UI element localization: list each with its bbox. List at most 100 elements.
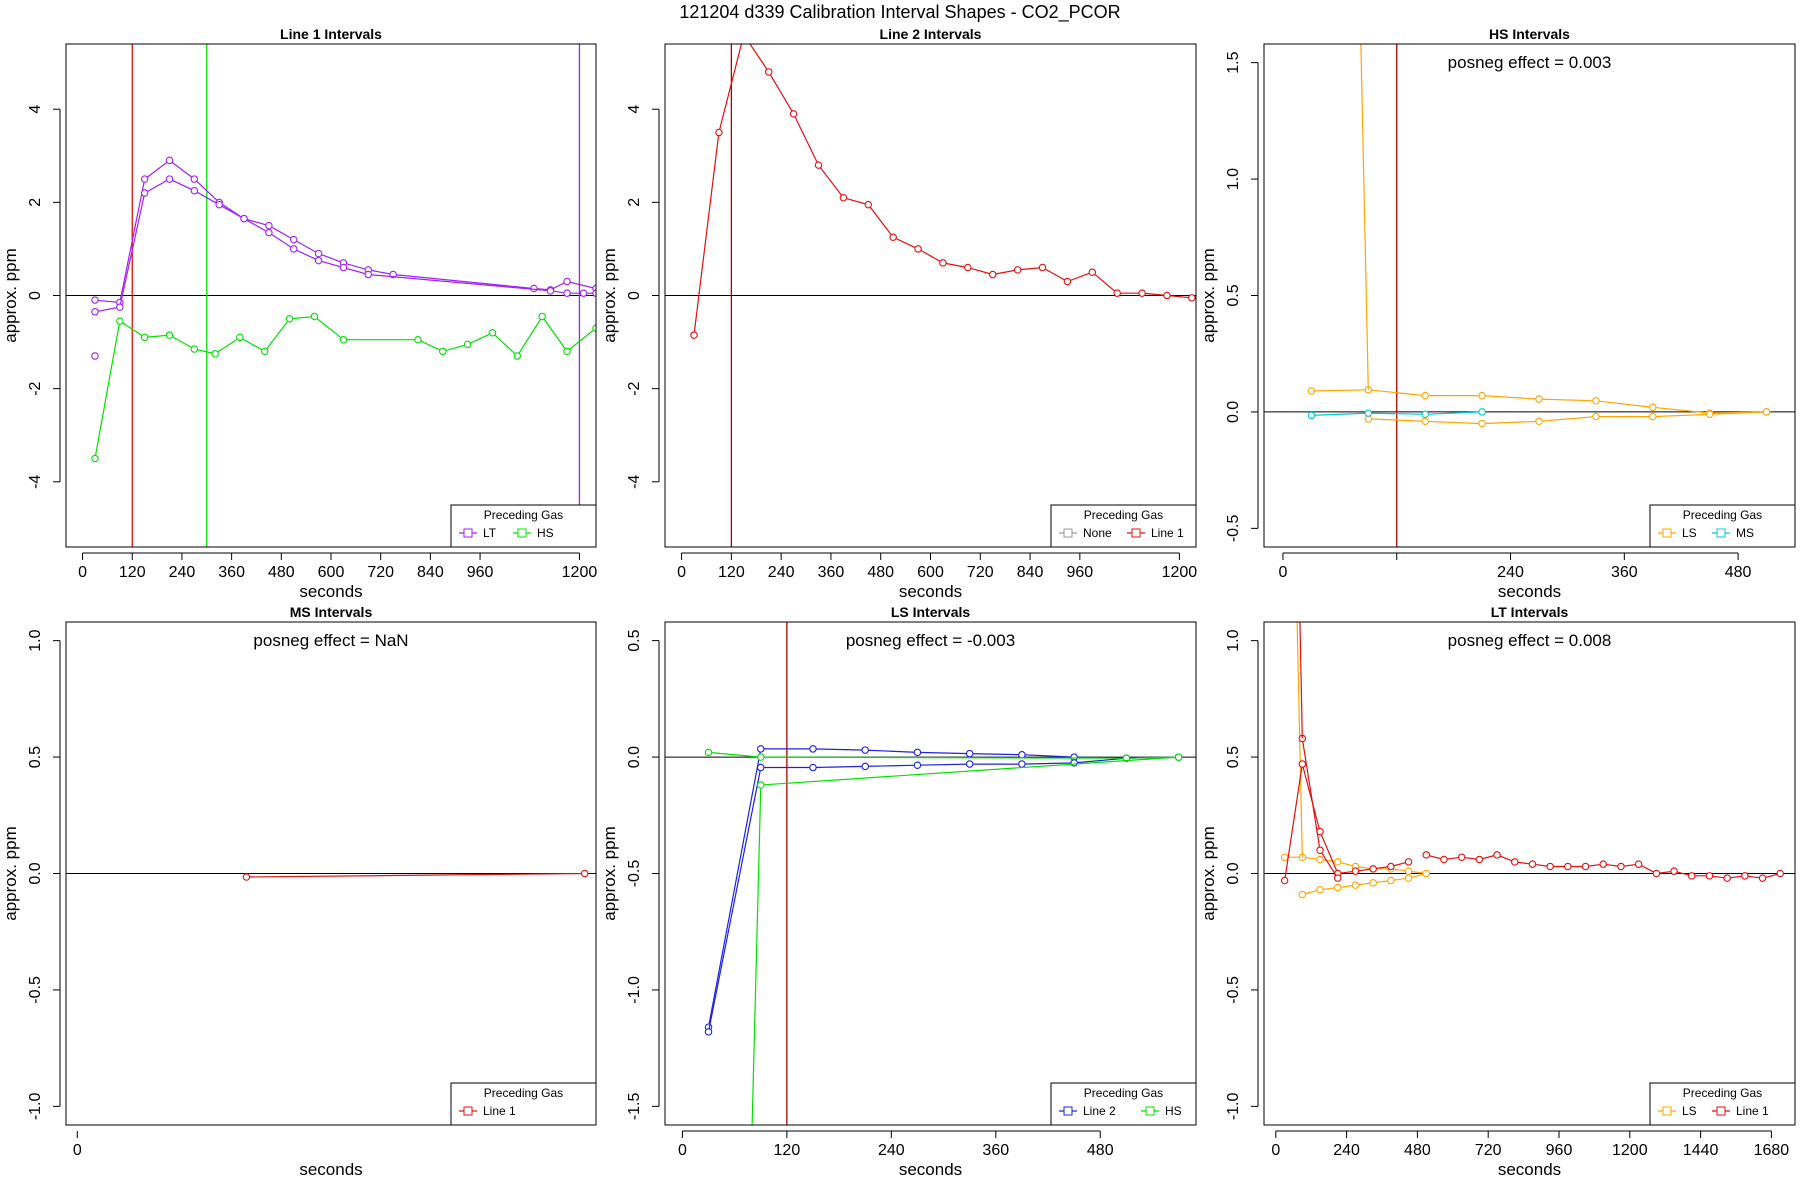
x-tick-label: 0 (677, 564, 686, 581)
y-tick-label: 0 (626, 291, 643, 300)
y-axis-label: approx. ppm (1199, 248, 1218, 343)
data-point (1174, 753, 1183, 761)
plot-frame (65, 621, 597, 1126)
data-point (1511, 858, 1519, 866)
legend-entry-label: Line 2 (1083, 1104, 1116, 1118)
data-point (1307, 411, 1316, 420)
data-point (1535, 395, 1543, 403)
y-tick-label: 0.5 (1225, 746, 1242, 768)
data-point (1688, 872, 1696, 880)
series-line-ls (1296, 622, 1303, 858)
data-point (1013, 266, 1022, 274)
x-tick-label: 1200 (562, 564, 598, 581)
data-point (1528, 860, 1537, 868)
chart-title: LS Intervals (891, 604, 971, 620)
y-tick-label: 2 (27, 198, 44, 207)
data-point (1564, 862, 1572, 871)
y-axis-label: approx. ppm (600, 248, 619, 343)
legend-swatch-marker (463, 1106, 473, 1116)
posneg-annotation: posneg effect = 0.003 (1448, 53, 1612, 72)
data-point (809, 763, 817, 772)
x-axis-label: seconds (1498, 1160, 1561, 1179)
legend-swatch-marker (1063, 1106, 1073, 1116)
plot-area-hs (1307, 44, 1771, 547)
y-tick-label: -0.5 (626, 860, 643, 888)
data-point (289, 245, 298, 253)
data-point (1018, 750, 1026, 759)
data-point (1581, 862, 1590, 871)
data-point (1351, 867, 1360, 875)
data-point (757, 763, 765, 772)
data-point (1364, 409, 1373, 417)
chart-title: Line 2 Intervals (880, 26, 982, 42)
data-point (1280, 876, 1289, 885)
data-point (1649, 403, 1657, 412)
x-tick-label: 840 (417, 564, 444, 581)
data-point (1369, 879, 1377, 887)
y-tick-label: 0.0 (1225, 401, 1242, 423)
legend-swatch-marker (1662, 1106, 1672, 1116)
data-point (1478, 408, 1486, 416)
legend-entry-label: HS (537, 526, 554, 540)
data-point (809, 745, 817, 753)
plot-area-lt (1280, 622, 1785, 899)
x-axis-label: seconds (899, 582, 962, 601)
data-point (1649, 412, 1657, 421)
x-tick-label: 1440 (1683, 1142, 1719, 1159)
legend-entry-label: None (1083, 526, 1112, 540)
data-point (339, 335, 348, 344)
data-point (364, 270, 373, 279)
data-point (1334, 858, 1342, 866)
legend-title: Preceding Gas (484, 508, 563, 522)
x-tick-label: 240 (768, 564, 795, 581)
data-point (116, 317, 124, 325)
legend-title: Preceding Gas (1084, 1086, 1163, 1100)
data-point (1018, 760, 1026, 768)
y-tick-label: 0.0 (27, 862, 44, 884)
x-tick-label: 360 (982, 1142, 1009, 1159)
data-point (1334, 883, 1342, 892)
x-tick-label: 480 (1725, 564, 1752, 581)
data-point (1776, 869, 1785, 878)
legend-box (450, 1082, 597, 1126)
data-point (211, 349, 219, 358)
plot-frame (1263, 621, 1796, 1126)
data-point (1705, 410, 1714, 419)
chart-title: LT Intervals (1491, 604, 1569, 620)
data-point (285, 315, 294, 323)
legend: Preceding Gas LS MS (1649, 504, 1796, 548)
posneg-annotation: posneg effect = 0.008 (1448, 631, 1612, 650)
plot-frame (65, 43, 597, 548)
data-point (580, 869, 589, 878)
data-point (1741, 872, 1749, 880)
chart-title: HS Intervals (1489, 26, 1570, 42)
legend-swatch-marker (1662, 528, 1672, 538)
data-point (889, 233, 897, 242)
data-point (913, 761, 922, 769)
legend-box (1649, 1082, 1796, 1126)
y-tick-label: -0.5 (27, 976, 44, 1004)
data-point (91, 308, 99, 316)
legend-title: Preceding Gas (484, 1086, 563, 1100)
x-tick-label: 720 (967, 564, 994, 581)
data-point (314, 249, 323, 258)
x-tick-label: 600 (318, 564, 345, 581)
data-point (965, 760, 974, 768)
data-point (1070, 759, 1078, 767)
data-point (1307, 387, 1316, 395)
y-tick-label: -2 (626, 381, 643, 395)
y-tick-label: 1.0 (27, 629, 44, 651)
data-point (488, 329, 497, 337)
data-point (91, 296, 99, 304)
y-tick-label: -0.5 (1225, 976, 1242, 1004)
x-tick-label: 240 (878, 1142, 905, 1159)
x-tick-label: 480 (268, 564, 295, 581)
legend-swatch-marker (517, 528, 527, 538)
data-point (165, 175, 174, 183)
legend-box (450, 504, 597, 548)
x-tick-label: 1200 (1162, 564, 1198, 581)
data-point (563, 277, 571, 286)
x-tick-label: 360 (1611, 564, 1638, 581)
